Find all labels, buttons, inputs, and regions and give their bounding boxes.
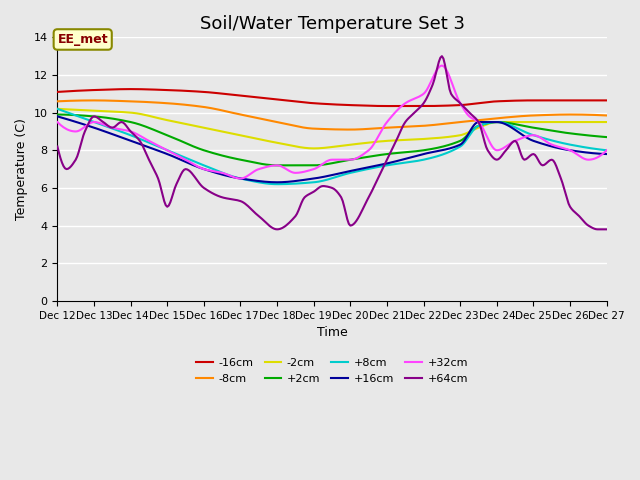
- +32cm: [368, 144, 376, 150]
- +8cm: [273, 181, 281, 187]
- -8cm: [157, 100, 165, 106]
- Y-axis label: Temperature (C): Temperature (C): [15, 118, 28, 220]
- +16cm: [54, 113, 61, 119]
- Line: +64cm: +64cm: [58, 56, 607, 229]
- +8cm: [156, 144, 163, 150]
- +64cm: [386, 151, 394, 156]
- +8cm: [398, 160, 406, 166]
- +32cm: [237, 176, 244, 181]
- +2cm: [54, 112, 61, 118]
- +16cm: [156, 148, 163, 154]
- -16cm: [400, 103, 408, 109]
- +8cm: [54, 106, 61, 112]
- +16cm: [537, 141, 545, 146]
- -16cm: [383, 103, 391, 109]
- +32cm: [603, 147, 611, 153]
- -8cm: [388, 125, 396, 131]
- +64cm: [539, 162, 547, 168]
- -8cm: [400, 124, 408, 130]
- X-axis label: Time: Time: [317, 326, 348, 339]
- +8cm: [603, 147, 611, 153]
- -8cm: [603, 113, 611, 119]
- +16cm: [398, 157, 406, 163]
- -8cm: [539, 112, 547, 118]
- +8cm: [386, 162, 394, 168]
- +32cm: [69, 128, 77, 134]
- +2cm: [69, 112, 77, 118]
- -8cm: [346, 127, 354, 132]
- -8cm: [90, 97, 98, 103]
- Line: +8cm: +8cm: [58, 109, 607, 184]
- +8cm: [69, 111, 77, 117]
- Text: EE_met: EE_met: [58, 33, 108, 46]
- -8cm: [54, 98, 61, 104]
- +2cm: [537, 126, 545, 132]
- +2cm: [273, 162, 281, 168]
- Line: +32cm: +32cm: [58, 66, 607, 179]
- Legend: -16cm, -8cm, -2cm, +2cm, +8cm, +16cm, +32cm, +64cm: -16cm, -8cm, -2cm, +2cm, +8cm, +16cm, +3…: [192, 354, 472, 388]
- +32cm: [398, 103, 406, 108]
- -2cm: [398, 137, 406, 143]
- +64cm: [69, 161, 77, 167]
- -8cm: [69, 98, 77, 104]
- +8cm: [368, 165, 376, 171]
- +2cm: [368, 153, 376, 159]
- -2cm: [156, 116, 163, 121]
- -16cm: [388, 103, 396, 109]
- +64cm: [603, 227, 611, 232]
- +32cm: [539, 136, 547, 142]
- +64cm: [273, 227, 281, 232]
- +2cm: [386, 151, 394, 156]
- +8cm: [537, 134, 545, 140]
- -16cm: [539, 97, 547, 103]
- +16cm: [368, 164, 376, 169]
- +16cm: [69, 118, 77, 124]
- -16cm: [368, 103, 376, 108]
- -2cm: [69, 107, 77, 112]
- +64cm: [438, 53, 445, 59]
- +64cm: [398, 124, 406, 130]
- +64cm: [368, 189, 376, 194]
- -16cm: [157, 87, 165, 93]
- +16cm: [386, 160, 394, 166]
- -16cm: [69, 88, 77, 94]
- Line: +2cm: +2cm: [58, 115, 607, 165]
- +16cm: [273, 180, 281, 185]
- -8cm: [369, 126, 377, 132]
- -2cm: [603, 119, 611, 125]
- -16cm: [127, 86, 134, 92]
- +64cm: [156, 180, 163, 186]
- +32cm: [54, 119, 61, 125]
- +2cm: [398, 150, 406, 156]
- -2cm: [54, 106, 61, 112]
- -16cm: [603, 97, 611, 103]
- Line: -16cm: -16cm: [58, 89, 607, 106]
- -2cm: [310, 145, 317, 151]
- +32cm: [438, 63, 445, 69]
- Line: -2cm: -2cm: [58, 109, 607, 148]
- -2cm: [386, 138, 394, 144]
- +64cm: [54, 144, 61, 149]
- -2cm: [368, 139, 376, 145]
- -16cm: [54, 89, 61, 95]
- +16cm: [603, 151, 611, 157]
- +32cm: [156, 144, 163, 149]
- +2cm: [603, 134, 611, 140]
- +2cm: [156, 129, 163, 135]
- +32cm: [386, 116, 394, 121]
- -2cm: [537, 119, 545, 125]
- Line: -8cm: -8cm: [58, 100, 607, 130]
- Title: Soil/Water Temperature Set 3: Soil/Water Temperature Set 3: [200, 15, 465, 33]
- Line: +16cm: +16cm: [58, 116, 607, 182]
